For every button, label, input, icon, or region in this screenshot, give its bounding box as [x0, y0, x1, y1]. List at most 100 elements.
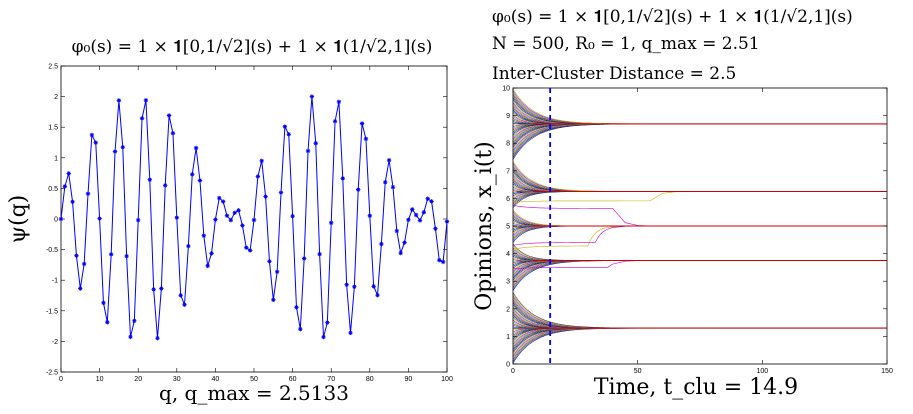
wave-point-marker	[274, 269, 280, 275]
opinion-trajectory	[512, 219, 887, 227]
wave-y-tick-label: 0.5	[48, 186, 58, 193]
opinion-y-tick-label: 8	[506, 141, 510, 148]
opinion-trajectory	[512, 260, 887, 290]
opinion-trajectory	[512, 123, 887, 148]
wave-point-marker	[170, 131, 176, 136]
wave-point-marker	[232, 210, 237, 216]
wave-y-tick-label: -1	[52, 278, 58, 285]
wave-point-marker	[139, 116, 145, 121]
opinion-y-tick-label: 0	[506, 362, 510, 369]
opinion-trajectory	[512, 260, 887, 278]
wave-point-marker	[112, 149, 118, 154]
opinion-trajectory	[512, 225, 887, 246]
wave-point-marker	[116, 98, 122, 103]
opinion-trajectory	[512, 221, 887, 227]
wave-point-marker	[132, 318, 137, 324]
opinion-x-label: Time, t_clu = 14.9	[594, 375, 798, 400]
opinion-trajectory	[512, 307, 887, 329]
opinion-title-line-2: N = 500, R₀ = 1, q_max = 2.51	[492, 34, 760, 54]
opinion-trajectories	[512, 88, 887, 364]
wave-point-marker	[294, 305, 299, 310]
opinion-trajectory	[512, 252, 887, 261]
wave-point-marker	[313, 141, 318, 146]
opinion-trajectory	[512, 218, 887, 227]
opinion-trajectory	[512, 260, 887, 291]
opinion-trajectory	[512, 295, 887, 329]
wave-series-line	[60, 96, 448, 339]
opinion-trajectory	[512, 225, 887, 234]
opinion-trajectory	[512, 304, 887, 329]
wave-point-marker	[348, 330, 353, 336]
wave-point-marker	[228, 217, 234, 223]
opinion-trajectory	[512, 327, 887, 352]
opinion-trajectory	[512, 191, 887, 197]
wave-point-marker	[213, 217, 218, 222]
wave-axis-ticks: 0 10 20 30 40 50 60 70 80 90 100 2.5 2 1.5 1 0.5 0 -0.5 -1…	[46, 64, 453, 384]
opinion-trajectory	[512, 191, 887, 203]
wave-point-marker	[271, 297, 276, 303]
opinion-trajectory	[512, 254, 887, 261]
wave-x-tick-label: 50	[250, 376, 258, 383]
wave-x-tick-label: 80	[366, 376, 374, 383]
wave-x-tick-label: 0	[59, 376, 63, 383]
opinion-trajectory	[512, 191, 887, 200]
wave-point-marker	[332, 119, 338, 124]
wave-point-marker	[58, 216, 64, 222]
wave-point-marker	[205, 263, 210, 269]
opinion-y-tick-label: 7	[506, 168, 510, 175]
opinion-title-line-1: φ₀(s) = 1 × 𝟏[0,1/√2](s) + 1 × 𝟏(1/√2,1]…	[492, 7, 853, 27]
opinion-y-tick-label: 4	[506, 251, 510, 258]
wave-point-marker	[359, 121, 365, 126]
opinion-trajectory	[512, 327, 887, 357]
opinion-trajectory	[512, 225, 887, 238]
wave-point-marker	[417, 218, 423, 223]
wave-point-marker	[329, 220, 334, 226]
wave-point-marker	[336, 99, 342, 105]
opinion-trajectory	[512, 123, 887, 152]
wave-point-marker	[363, 136, 369, 142]
wave-point-marker	[255, 174, 261, 179]
wave-point-marker	[186, 243, 191, 249]
wave-point-marker	[62, 184, 68, 189]
wave-point-marker	[128, 334, 133, 340]
wave-x-tick-label: 20	[134, 376, 142, 383]
wave-point-marker	[421, 210, 427, 215]
wave-point-marker	[321, 334, 326, 340]
wave-point-marker	[282, 124, 288, 129]
wave-point-marker	[193, 145, 199, 151]
opinion-trajectory	[512, 173, 887, 192]
wave-point-marker	[367, 213, 372, 218]
wave-point-marker	[305, 148, 311, 154]
opinion-trajectory	[512, 249, 887, 261]
wave-point-marker	[406, 217, 411, 223]
opinion-trajectory	[512, 327, 887, 364]
wave-point-marker	[425, 196, 430, 201]
wave-y-tick-label: -1.5	[46, 308, 58, 315]
opinion-trajectory	[512, 211, 887, 227]
wave-point-marker	[105, 320, 110, 325]
wave-chart-title: φ₀(s) = 1 × 𝟏[0,1/√2](s) + 1 × 𝟏(1/√2,1]…	[72, 37, 433, 57]
wave-point-marker	[375, 293, 380, 298]
opinion-trajectory	[512, 260, 887, 283]
opinion-trajectory	[512, 161, 887, 192]
opinion-y-tick-label: 10	[502, 86, 510, 93]
opinion-trajectory	[512, 123, 887, 160]
wave-y-tick-label: 1	[54, 155, 58, 162]
opinion-y-tick-label: 3	[506, 279, 510, 286]
wave-point-marker	[163, 183, 168, 188]
wave-point-marker	[247, 248, 253, 253]
wave-y-tick-label: 1.5	[48, 125, 58, 132]
wave-point-marker	[390, 184, 396, 190]
wave-point-marker	[155, 335, 160, 341]
opinion-trajectory	[512, 97, 887, 125]
opinion-trajectory	[512, 191, 887, 205]
wave-point-marker	[263, 194, 268, 199]
opinion-trajectory	[512, 293, 887, 329]
opinion-y-tick-label: 1	[506, 334, 510, 341]
wave-point-marker	[74, 253, 79, 258]
opinion-trajectory	[512, 225, 887, 243]
wave-point-marker	[267, 259, 272, 264]
wave-point-marker	[236, 208, 241, 213]
opinion-y-tick-label: 9	[506, 113, 510, 120]
wave-point-marker	[93, 140, 98, 145]
